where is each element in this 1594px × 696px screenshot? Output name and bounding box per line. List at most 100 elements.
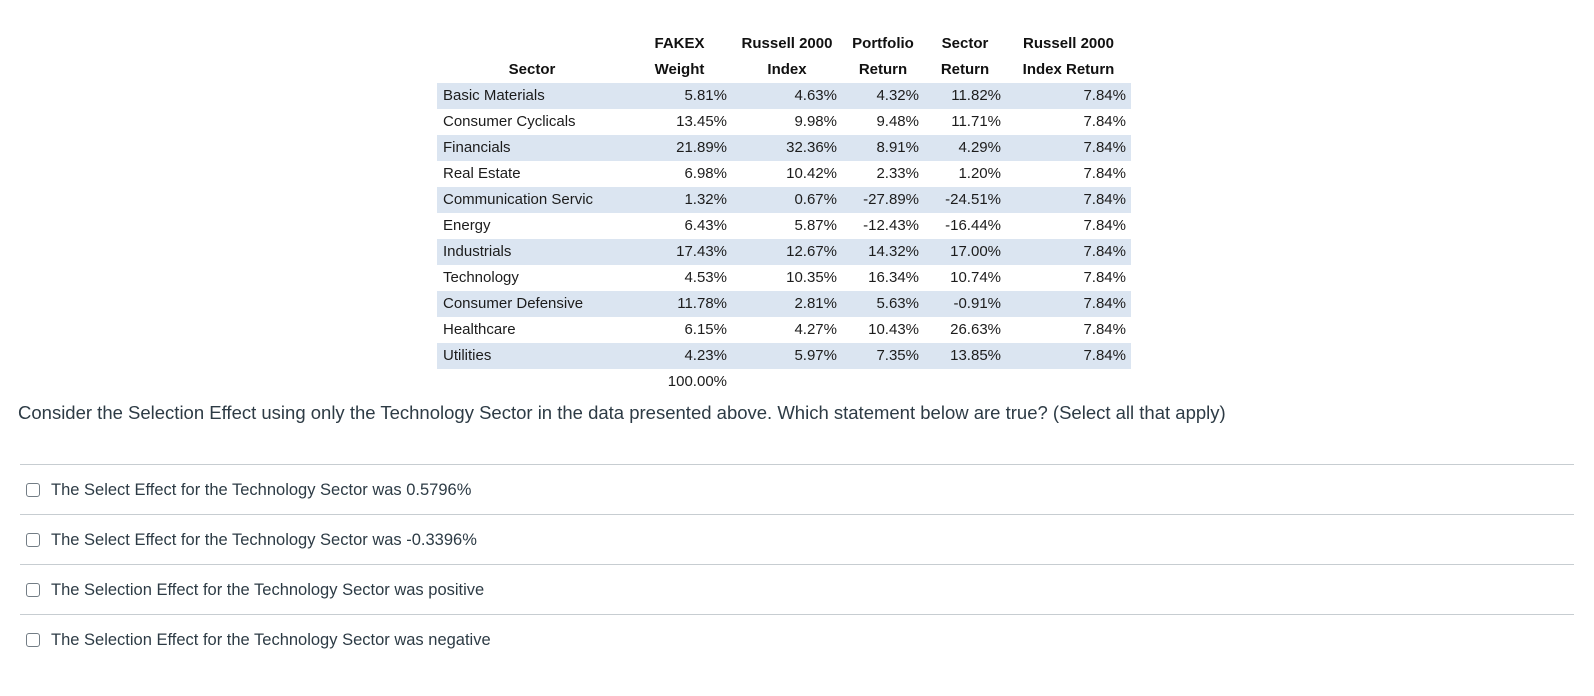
value-cell: 8.91% <box>876 139 919 156</box>
sector-name-cell: Utilities <box>443 347 492 364</box>
value-cell: 7.84% <box>1083 113 1126 130</box>
value-cell: -27.89% <box>863 191 919 208</box>
value-cell: 10.43% <box>868 321 919 338</box>
value-cell: 21.89% <box>676 139 727 156</box>
table-total-row: 100.00% <box>437 369 1131 395</box>
col-header-bottom-2: Index <box>767 61 807 78</box>
table-row: Consumer Defensive 11.78% 2.81% 5.63% -0.91%… <box>437 291 1131 317</box>
table-row: Industrials 17.43% 12.67% 14.32% 17.00% 7.84% <box>437 239 1131 265</box>
value-cell: 16.34% <box>868 269 919 286</box>
sector-attribution-table: FAKEX Russell 2000 Portfolio Sector Russell … <box>437 31 1131 395</box>
value-cell: 6.43% <box>684 217 727 234</box>
value-cell: -0.91% <box>953 295 1001 312</box>
answer-option-label[interactable]: The Select Effect for the Technology Sec… <box>51 530 477 549</box>
table-row: Basic Materials 5.81% 4.63% 4.32% 11.82% 7.84… <box>437 83 1131 109</box>
value-cell: 10.35% <box>786 269 837 286</box>
value-cell: -24.51% <box>945 191 1001 208</box>
answer-checkbox[interactable] <box>26 482 40 497</box>
answer-checkbox[interactable] <box>26 532 40 547</box>
col-header-bottom-1: Weight <box>654 61 705 78</box>
value-cell: 7.84% <box>1083 243 1126 260</box>
col-header-bottom-4: Return <box>940 61 990 78</box>
value-cell: 4.29% <box>958 139 1001 156</box>
answer-option-label[interactable]: The Selection Effect for the Technology … <box>51 630 491 649</box>
table-row: Utilities 4.23% 5.97% 7.35% 13.85% 7.84% <box>437 343 1131 369</box>
sector-name-cell: Technology <box>443 269 519 286</box>
value-cell: 9.98% <box>794 113 837 130</box>
value-cell: 10.74% <box>950 269 1001 286</box>
value-cell: -16.44% <box>945 217 1001 234</box>
value-cell: 26.63% <box>950 321 1001 338</box>
sector-name-cell: Energy <box>443 217 491 234</box>
value-cell: 2.81% <box>794 295 837 312</box>
value-cell: 14.32% <box>868 243 919 260</box>
value-cell: 13.45% <box>676 113 727 130</box>
answer-options-list: The Select Effect for the Technology Sec… <box>20 464 1574 664</box>
value-cell: 7.84% <box>1083 269 1126 286</box>
col-header-top-4: Sector <box>941 35 989 52</box>
value-cell: 6.15% <box>684 321 727 338</box>
value-cell: 4.23% <box>684 347 727 364</box>
answer-checkbox[interactable] <box>26 582 40 597</box>
answer-option-2[interactable]: The Selection Effect for the Technology … <box>20 564 1574 614</box>
col-header-bottom-0: Sector <box>508 61 556 78</box>
sector-name-cell: Consumer Defensive <box>443 295 584 312</box>
value-cell: 5.87% <box>794 217 837 234</box>
value-cell: 11.71% <box>951 113 1001 130</box>
value-cell: 4.63% <box>794 87 837 104</box>
total-weight-value: 100.00% <box>667 373 727 390</box>
sector-name-cell: Consumer Cyclicals <box>443 113 576 130</box>
col-header-bottom-3: Return <box>858 61 908 78</box>
value-cell: 9.48% <box>876 113 919 130</box>
value-cell: 7.84% <box>1083 295 1126 312</box>
value-cell: 2.33% <box>876 165 919 182</box>
answer-option-label[interactable]: The Select Effect for the Technology Sec… <box>51 480 472 499</box>
answer-option-label[interactable]: The Selection Effect for the Technology … <box>51 580 485 599</box>
value-cell: 11.78% <box>677 295 727 312</box>
value-cell: 5.97% <box>794 347 837 364</box>
sector-name-cell: Financials <box>443 139 511 156</box>
table-header-line2: Sector Weight Index Return Return Index Retur… <box>437 57 1131 83</box>
value-cell: 1.32% <box>684 191 727 208</box>
value-cell: -12.43% <box>863 217 919 234</box>
table-row: Energy 6.43% 5.87% -12.43% -16.44% 7.84% <box>437 213 1131 239</box>
value-cell: 7.84% <box>1083 347 1126 364</box>
table-row: Communication Servic 1.32% 0.67% -27.89% -24… <box>437 187 1131 213</box>
answer-option-3[interactable]: The Selection Effect for the Technology … <box>20 614 1574 664</box>
table-row: Financials 21.89% 32.36% 8.91% 4.29% 7.84% <box>437 135 1131 161</box>
value-cell: 7.84% <box>1083 191 1126 208</box>
table-row: Consumer Cyclicals 13.45% 9.98% 9.48% 11.71%… <box>437 109 1131 135</box>
col-header-top-1: FAKEX <box>654 35 705 52</box>
value-cell: 17.43% <box>676 243 727 260</box>
value-cell: 7.84% <box>1083 87 1126 104</box>
answer-option-0[interactable]: The Select Effect for the Technology Sec… <box>20 464 1574 514</box>
value-cell: 1.20% <box>958 165 1001 182</box>
value-cell: 0.67% <box>794 191 837 208</box>
value-cell: 7.84% <box>1083 165 1126 182</box>
value-cell: 6.98% <box>684 165 727 182</box>
value-cell: 4.27% <box>794 321 837 338</box>
col-header-bottom-5: Index Return <box>1022 61 1115 78</box>
answer-checkbox[interactable] <box>26 632 40 647</box>
value-cell: 5.63% <box>876 295 919 312</box>
table-header-line1: FAKEX Russell 2000 Portfolio Sector Russell … <box>437 31 1131 57</box>
col-header-top-3: Portfolio <box>852 35 914 52</box>
value-cell: 7.35% <box>876 347 919 364</box>
table-row: Real Estate 6.98% 10.42% 2.33% 1.20% 7.84% <box>437 161 1131 187</box>
table-body: Basic Materials 5.81% 4.63% 4.32% 11.82% 7.84… <box>437 83 1131 369</box>
value-cell: 7.84% <box>1083 217 1126 234</box>
question-text: Consider the Selection Effect using only… <box>18 402 1226 423</box>
col-header-top-5: Russell 2000 <box>1023 35 1114 52</box>
sector-name-cell: Basic Materials <box>443 87 545 104</box>
value-cell: 11.82% <box>951 87 1001 104</box>
answer-option-1[interactable]: The Select Effect for the Technology Sec… <box>20 514 1574 564</box>
col-header-top-2: Russell 2000 <box>741 35 833 52</box>
value-cell: 5.81% <box>684 87 727 104</box>
value-cell: 17.00% <box>950 243 1001 260</box>
sector-name-cell: Real Estate <box>443 165 521 182</box>
col-header-top-0 <box>437 31 627 57</box>
sector-name-cell: Industrials <box>443 243 512 260</box>
value-cell: 32.36% <box>786 139 837 156</box>
value-cell: 7.84% <box>1083 321 1126 338</box>
value-cell: 4.53% <box>684 269 727 286</box>
